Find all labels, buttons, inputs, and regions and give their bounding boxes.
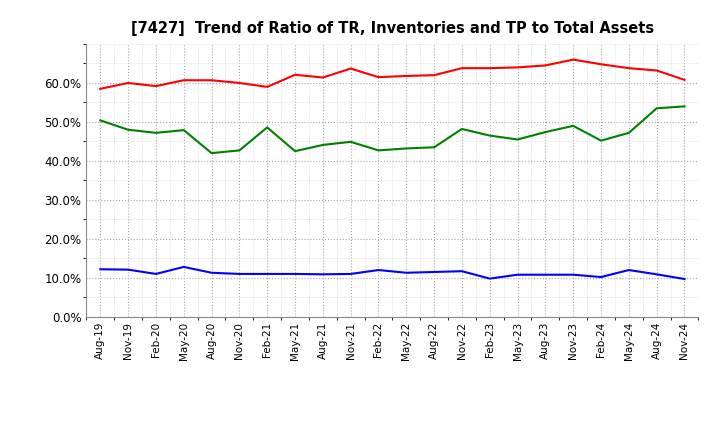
Trade Receivables: [291, 72, 300, 77]
Trade Payables: [680, 104, 689, 109]
Trade Receivables: [597, 62, 606, 67]
Inventories: [680, 276, 689, 282]
Inventories: [652, 271, 661, 277]
Trade Receivables: [346, 66, 355, 71]
Inventories: [402, 270, 410, 275]
Trade Receivables: [96, 86, 104, 92]
Trade Receivables: [152, 84, 161, 89]
Inventories: [124, 267, 132, 272]
Inventories: [96, 267, 104, 272]
Inventories: [179, 264, 188, 270]
Inventories: [513, 272, 522, 277]
Inventories: [624, 268, 633, 273]
Inventories: [346, 271, 355, 277]
Trade Payables: [541, 129, 550, 135]
Trade Receivables: [374, 74, 383, 80]
Trade Receivables: [652, 68, 661, 73]
Trade Payables: [458, 126, 467, 132]
Trade Payables: [569, 123, 577, 128]
Trade Payables: [235, 148, 243, 153]
Trade Receivables: [207, 77, 216, 83]
Title: [7427]  Trend of Ratio of TR, Inventories and TP to Total Assets: [7427] Trend of Ratio of TR, Inventories…: [131, 21, 654, 36]
Trade Payables: [152, 130, 161, 136]
Inventories: [458, 268, 467, 274]
Trade Receivables: [124, 81, 132, 86]
Inventories: [318, 271, 327, 277]
Trade Receivables: [179, 77, 188, 83]
Trade Payables: [291, 149, 300, 154]
Trade Payables: [346, 139, 355, 144]
Trade Payables: [624, 130, 633, 136]
Inventories: [207, 270, 216, 275]
Trade Payables: [124, 127, 132, 132]
Trade Payables: [318, 142, 327, 147]
Inventories: [152, 271, 161, 277]
Trade Payables: [430, 145, 438, 150]
Trade Receivables: [680, 77, 689, 82]
Trade Receivables: [263, 84, 271, 89]
Trade Receivables: [430, 73, 438, 78]
Line: Trade Payables: Trade Payables: [100, 106, 685, 153]
Trade Receivables: [318, 75, 327, 80]
Trade Receivables: [541, 63, 550, 68]
Trade Receivables: [513, 65, 522, 70]
Trade Payables: [179, 128, 188, 133]
Inventories: [569, 272, 577, 277]
Trade Payables: [402, 146, 410, 151]
Trade Payables: [485, 133, 494, 138]
Trade Receivables: [569, 57, 577, 62]
Inventories: [235, 271, 243, 277]
Trade Payables: [96, 118, 104, 123]
Inventories: [291, 271, 300, 277]
Trade Payables: [513, 137, 522, 142]
Inventories: [263, 271, 271, 277]
Trade Payables: [207, 150, 216, 156]
Inventories: [541, 272, 550, 277]
Inventories: [597, 275, 606, 280]
Trade Payables: [263, 125, 271, 130]
Trade Receivables: [458, 66, 467, 71]
Trade Receivables: [402, 73, 410, 79]
Trade Payables: [597, 138, 606, 143]
Trade Receivables: [235, 81, 243, 86]
Line: Inventories: Inventories: [100, 267, 685, 279]
Inventories: [430, 269, 438, 275]
Trade Receivables: [485, 66, 494, 71]
Line: Trade Receivables: Trade Receivables: [100, 59, 685, 89]
Trade Payables: [652, 106, 661, 111]
Trade Receivables: [624, 66, 633, 71]
Inventories: [374, 268, 383, 273]
Trade Payables: [374, 148, 383, 153]
Inventories: [485, 276, 494, 281]
